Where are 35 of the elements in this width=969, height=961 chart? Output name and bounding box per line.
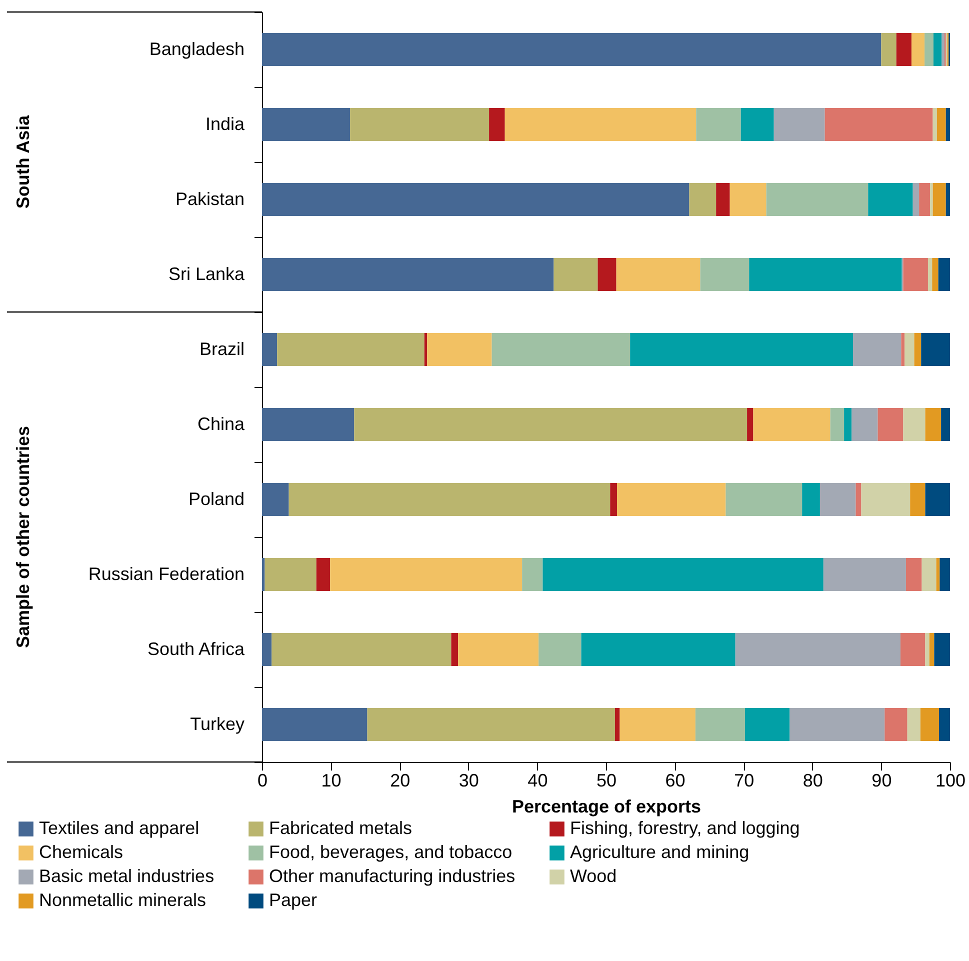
y-tick-label: Pakistan [175, 189, 244, 209]
x-tick-label: 60 [665, 770, 686, 790]
y-tick-label: Russian Federation [88, 564, 244, 584]
legend-label: Paper [269, 890, 318, 910]
x-tick-label: 70 [734, 770, 754, 790]
y-tick-label: Turkey [190, 714, 244, 734]
x-tick-label: 100 [935, 770, 966, 790]
legend-label: Fishing, forestry, and logging [570, 818, 800, 838]
x-tick-label: 10 [321, 770, 342, 790]
y-tick-label: Bangladesh [149, 39, 244, 59]
y-tick-label: Sri Lanka [168, 264, 246, 284]
x-tick-label: 90 [872, 770, 892, 790]
x-axis-title: Percentage of exports [512, 796, 702, 816]
legend-label: Fabricated metals [269, 818, 412, 838]
text: Sample of other countries [13, 426, 33, 648]
x-tick-label: 80 [802, 770, 823, 790]
x-tick-label: 40 [528, 770, 548, 790]
legend-label: Other manufacturing industries [269, 866, 516, 886]
x-tick-label: 0 [257, 770, 268, 790]
legend-label: Textiles and apparel [39, 818, 200, 838]
legend-label: Agriculture and mining [570, 842, 750, 862]
legend-label: Wood [570, 866, 617, 886]
y-tick-label: China [197, 414, 246, 434]
legend-label: Chemicals [39, 842, 124, 862]
y-tick-label: Brazil [199, 339, 244, 359]
x-tick-label: 30 [458, 770, 479, 790]
y-tick-label: South Africa [147, 639, 246, 659]
x-tick-label: 20 [390, 770, 410, 790]
legend-label: Basic metal industries [39, 866, 214, 886]
y-tick-label: Poland [188, 489, 244, 509]
text: South Asia [13, 114, 33, 209]
y-tick-label: India [205, 114, 246, 134]
x-tick-label: 50 [596, 770, 617, 790]
legend-label: Food, beverages, and tobacco [269, 842, 512, 862]
legend-label: Nonmetallic minerals [39, 890, 206, 910]
